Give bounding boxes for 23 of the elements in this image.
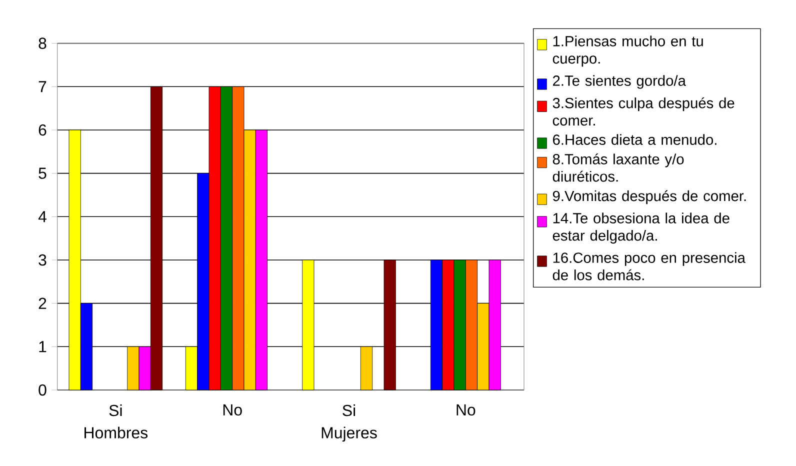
x-tick-label: No bbox=[223, 404, 242, 416]
legend-label: 16.Comes poco en presencia de los demás. bbox=[552, 252, 746, 280]
legend-label: 14.Te obsesiona la idea de estar delgado/a. bbox=[552, 212, 730, 244]
legend-label: 3.Sientes culpa después de comer. bbox=[552, 97, 734, 126]
legend-label: 2.Te sientes gordo/a bbox=[553, 75, 686, 89]
legend-label: 8.Tomás laxante y/o diuréticos. bbox=[552, 153, 684, 182]
y-tick-label: 1 bbox=[39, 341, 46, 352]
text: Hombres bbox=[84, 426, 148, 438]
x-tick-label: Si bbox=[109, 404, 122, 416]
y-tick-label: 4 bbox=[38, 211, 46, 222]
legend-label: 9.Vomitas después de comer. bbox=[552, 190, 746, 204]
text: Mujeres bbox=[322, 426, 377, 442]
legend-label: 1.Piensas mucho en tu cuerpo. bbox=[552, 36, 703, 67]
y-tick-label: 6 bbox=[38, 124, 46, 136]
y-tick-label: 7 bbox=[38, 81, 46, 92]
y-tick-label: 5 bbox=[38, 168, 46, 179]
legend-label: 6.Haces dieta a menudo. bbox=[553, 134, 716, 145]
y-tick-label: 3 bbox=[38, 254, 46, 266]
y-tick-label: 8 bbox=[38, 38, 46, 49]
x-tick-label: Si bbox=[342, 404, 356, 416]
y-tick-label: 0 bbox=[38, 384, 46, 396]
y-tick-label: 2 bbox=[38, 298, 46, 309]
x-tick-label: No bbox=[456, 404, 476, 416]
